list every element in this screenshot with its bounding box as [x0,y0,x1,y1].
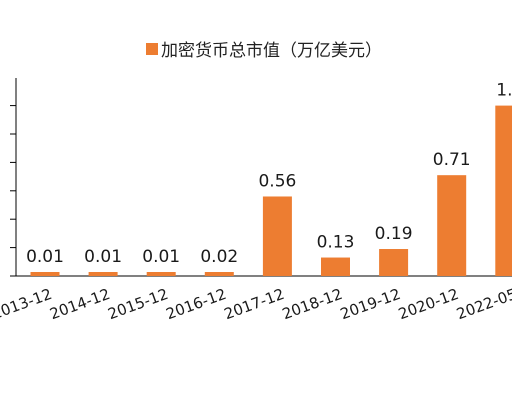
chart-legend: 加密货币总市值（万亿美元） [146,36,382,61]
x-tick-label: 2022-05 [454,285,512,323]
bar [30,272,60,276]
bar [146,272,176,276]
data-label: 0.19 [375,224,413,244]
data-label: 0.71 [433,150,471,170]
bar [379,249,409,276]
legend-label: 加密货币总市值（万亿美元） [161,41,382,61]
data-label: 0.01 [84,247,122,267]
data-label: 1.2 [496,81,512,101]
x-tick-label: 2014-12 [47,285,112,323]
legend-swatch [146,42,158,55]
bar [262,196,292,276]
x-tick-label: 2018-12 [280,285,345,323]
x-tick-label: 2019-12 [338,285,403,323]
x-tick-label: 2015-12 [106,285,171,323]
x-tick-label: 2013-12 [0,285,54,323]
bar [88,272,118,276]
bar [321,257,350,276]
x-tick-label: 2020-12 [396,285,461,323]
x-tick-label: 2017-12 [222,285,287,323]
data-label: 0.56 [258,171,296,191]
x-tick-label: 2016-12 [164,285,229,323]
bar [495,105,512,276]
data-label: 0.13 [317,233,355,253]
bar [437,175,467,276]
data-label: 0.01 [26,247,64,267]
bar [204,272,234,276]
data-label: 0.01 [142,247,180,267]
data-label: 0.02 [200,247,238,267]
